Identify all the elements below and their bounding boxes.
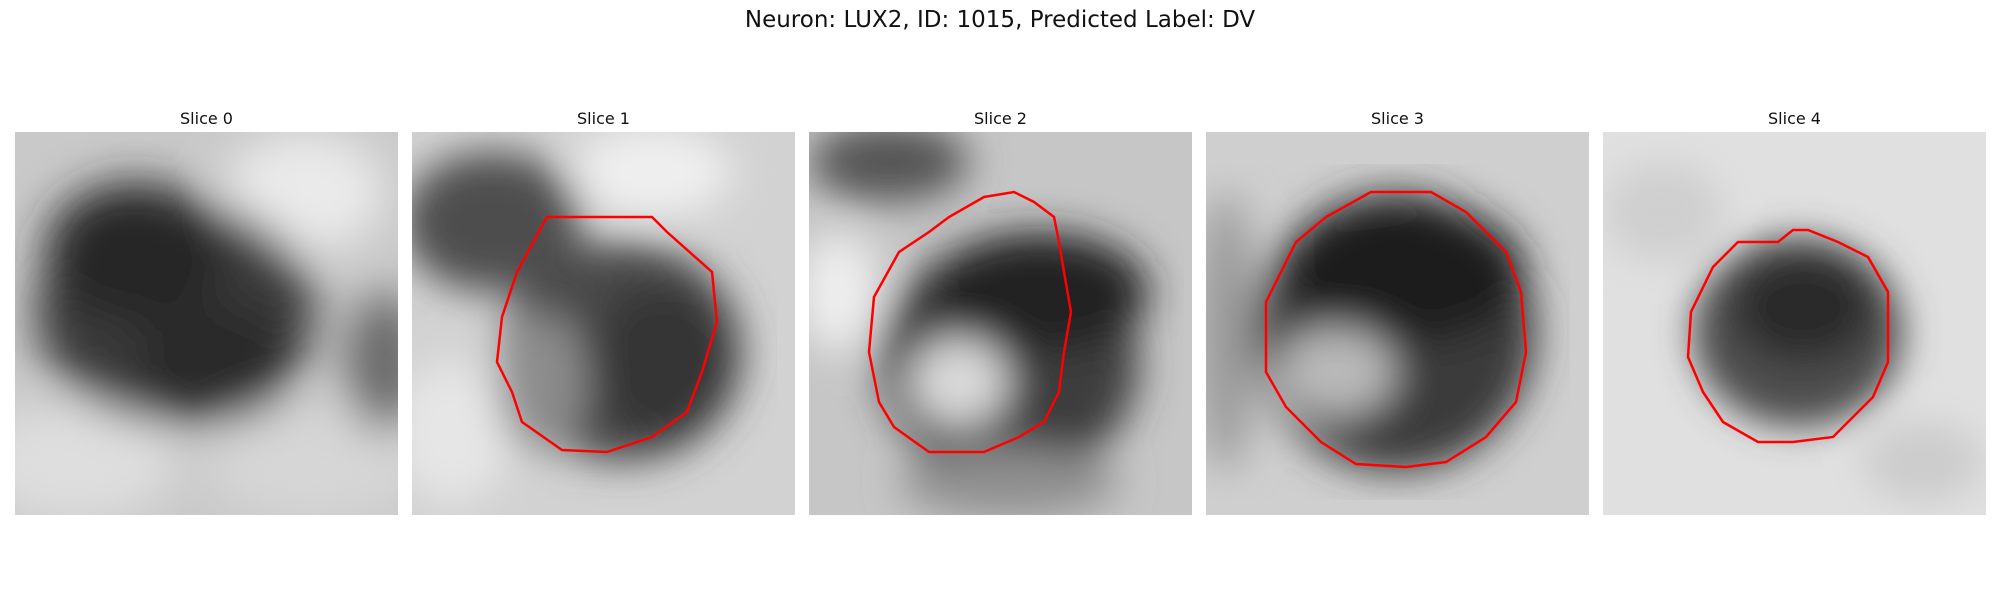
slice-image-3 <box>1206 132 1589 515</box>
slice-title-1: Slice 1 <box>577 109 630 128</box>
slice-title-3: Slice 3 <box>1371 109 1424 128</box>
slice-title-4: Slice 4 <box>1768 109 1821 128</box>
roi-contour-1 <box>495 215 719 454</box>
slice-title-0: Slice 0 <box>180 109 233 128</box>
slice-image-0 <box>15 132 398 515</box>
slice-title-2: Slice 2 <box>974 109 1027 128</box>
slice-panel-4: Slice 4 <box>1603 106 1986 515</box>
roi-contour-4 <box>1686 228 1890 444</box>
roi-contour-2 <box>867 190 1073 454</box>
figure-title: Neuron: LUX2, ID: 1015, Predicted Label:… <box>744 7 1256 33</box>
slice-image-1 <box>412 132 795 515</box>
slice-panel-0: Slice 0 <box>15 106 398 515</box>
slice-panel-3: Slice 3 <box>1206 106 1589 515</box>
slice-panel-1: Slice 1 <box>412 106 795 515</box>
slice-panel-2: Slice 2 <box>809 106 1192 515</box>
slice-image-2 <box>809 132 1192 515</box>
slice-image-4 <box>1603 132 1986 515</box>
roi-contour-3 <box>1264 190 1528 469</box>
